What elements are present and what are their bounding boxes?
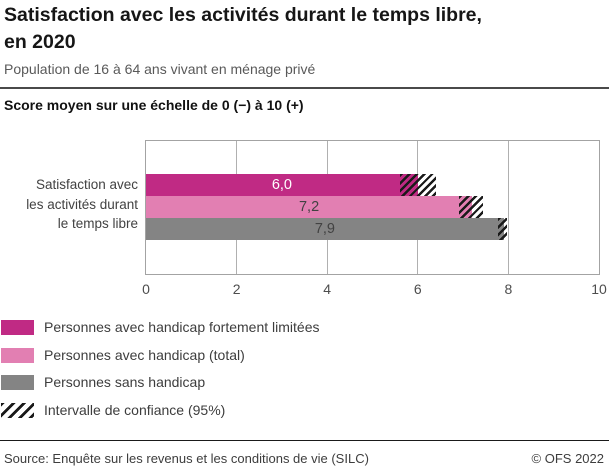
legend-swatch-sans-handicap bbox=[1, 375, 34, 390]
bar-value-label-sans-handicap: 7,9 bbox=[314, 221, 336, 237]
chart-subtitle: Population de 16 à 64 ans vivant en ména… bbox=[4, 61, 316, 77]
category-axis-label: Satisfaction avec les activités durant l… bbox=[0, 175, 138, 234]
axis-unit-note: Score moyen sur une échelle de 0 (−) à 1… bbox=[4, 97, 304, 113]
bar-handicap-total: 7,2 bbox=[146, 196, 473, 218]
legend-swatch-confidence-interval-hatch-icon bbox=[1, 402, 34, 418]
bar-handicap-fortement-limitees: 6,0 bbox=[146, 174, 418, 196]
x-axis-tick-label-0: 0 bbox=[142, 281, 150, 297]
footer-copyright: © OFS 2022 bbox=[531, 451, 604, 466]
x-axis-tick-label-2: 2 bbox=[232, 281, 241, 297]
legend-item-handicap-fortement-limitees: Personnes avec handicap fortement limité… bbox=[1, 320, 541, 335]
x-axis-tick-label-6: 6 bbox=[413, 281, 422, 297]
category-axis-label-line-2: les activités durant bbox=[26, 196, 138, 212]
confidence-interval-hatch-handicap-total bbox=[458, 196, 484, 218]
bar-value-label-handicap-fortement-limitees: 6,0 bbox=[271, 177, 292, 193]
chart-title-line-2: en 2020 bbox=[4, 31, 76, 53]
bar-value-label-handicap-total: 7,2 bbox=[298, 199, 320, 215]
footer-source: Source: Enquête sur les revenus et les c… bbox=[4, 451, 369, 466]
gridline-8 bbox=[507, 141, 509, 274]
confidence-interval-hatch-handicap-fortement-limitees bbox=[399, 174, 436, 196]
bottom-divider bbox=[0, 440, 609, 441]
legend-item-confidence-interval: Intervalle de confiance (95%) bbox=[1, 401, 541, 418]
chart-title: Satisfaction avec les activités durant l… bbox=[4, 2, 574, 56]
plot-area: 6,0 7,2 7,9 bbox=[145, 140, 600, 275]
legend-label: Personnes avec handicap (total) bbox=[44, 346, 245, 363]
bar-sans-handicap: 7,9 bbox=[146, 218, 504, 240]
x-axis-tick-label-4: 4 bbox=[323, 281, 332, 297]
legend: Personnes avec handicap fortement limité… bbox=[1, 320, 541, 418]
legend-label: Personnes sans handicap bbox=[44, 374, 206, 390]
legend-swatch-handicap-total bbox=[1, 347, 34, 363]
legend-label: Personnes avec handicap fortement limité… bbox=[44, 319, 320, 335]
top-divider bbox=[0, 87, 609, 89]
category-axis-label-line-3: le temps libre bbox=[57, 216, 138, 231]
x-axis-tick-label-10: 10 bbox=[591, 281, 607, 297]
legend-swatch-handicap-fortement-limitees bbox=[1, 320, 34, 335]
chart-title-line-1: Satisfaction avec les activités durant l… bbox=[4, 4, 482, 26]
legend-item-handicap-total: Personnes avec handicap (total) bbox=[1, 346, 541, 363]
x-axis-tick-label-8: 8 bbox=[504, 281, 513, 297]
legend-item-sans-handicap: Personnes sans handicap bbox=[1, 375, 541, 390]
category-axis-label-line-1: Satisfaction avec bbox=[35, 177, 138, 192]
legend-label: Intervalle de confiance (95%) bbox=[44, 401, 226, 418]
confidence-interval-hatch-sans-handicap bbox=[498, 218, 508, 240]
